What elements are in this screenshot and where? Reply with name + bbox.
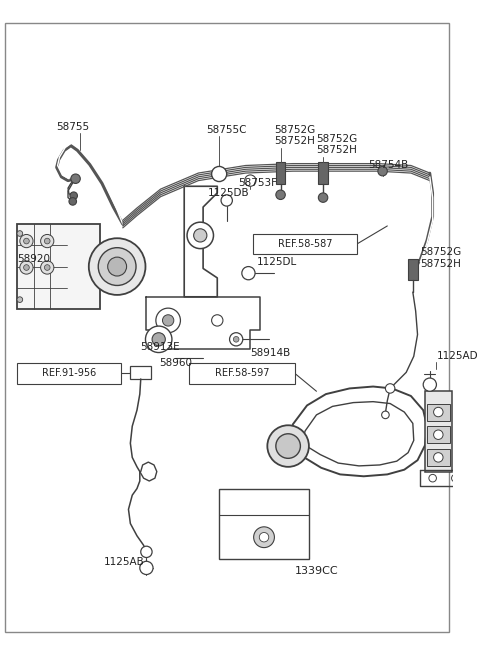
Bar	[318, 162, 328, 185]
Circle shape	[145, 326, 172, 352]
Text: 58755C: 58755C	[206, 124, 246, 134]
Bar	[253, 233, 357, 254]
Circle shape	[429, 474, 436, 482]
Text: 1339CC: 1339CC	[295, 566, 338, 576]
Circle shape	[212, 315, 223, 326]
Circle shape	[70, 192, 77, 200]
Bar	[189, 363, 295, 384]
Circle shape	[152, 333, 165, 346]
Circle shape	[20, 261, 33, 274]
Text: 58753F: 58753F	[238, 178, 277, 189]
Circle shape	[69, 198, 76, 205]
Circle shape	[24, 238, 29, 244]
Circle shape	[433, 407, 443, 417]
Circle shape	[253, 527, 275, 548]
Text: REF.91-956: REF.91-956	[42, 368, 96, 379]
Circle shape	[318, 193, 328, 202]
Circle shape	[433, 430, 443, 440]
Text: 58754B: 58754B	[369, 160, 408, 170]
Circle shape	[452, 474, 459, 482]
Text: 58752G: 58752G	[316, 134, 358, 144]
Bar	[131, 365, 151, 379]
Bar	[427, 426, 450, 443]
Text: 1125DL: 1125DL	[257, 257, 297, 267]
Text: REF.58-587: REF.58-587	[278, 239, 332, 249]
Circle shape	[44, 238, 50, 244]
Text: 58752H: 58752H	[420, 259, 461, 269]
Bar	[17, 224, 100, 309]
Circle shape	[89, 238, 145, 295]
Text: 1125AD: 1125AD	[436, 351, 478, 362]
Bar	[219, 489, 309, 559]
Circle shape	[41, 234, 54, 248]
Text: 58752H: 58752H	[274, 136, 315, 146]
Circle shape	[276, 434, 300, 458]
Circle shape	[17, 297, 23, 303]
Circle shape	[141, 546, 152, 557]
Circle shape	[423, 378, 436, 391]
Circle shape	[44, 265, 50, 271]
Circle shape	[276, 190, 285, 200]
Text: 58755: 58755	[57, 122, 90, 132]
Circle shape	[229, 333, 243, 346]
Bar	[408, 259, 418, 280]
Text: REF.58-597: REF.58-597	[215, 368, 269, 379]
Circle shape	[187, 222, 214, 249]
Circle shape	[71, 174, 80, 183]
Circle shape	[221, 195, 232, 206]
Circle shape	[385, 384, 395, 393]
Bar	[427, 403, 450, 421]
Circle shape	[98, 248, 136, 286]
Circle shape	[259, 533, 269, 542]
Circle shape	[433, 453, 443, 462]
Circle shape	[24, 265, 29, 271]
Bar	[427, 449, 450, 466]
Circle shape	[267, 425, 309, 467]
Circle shape	[140, 561, 153, 574]
Circle shape	[41, 261, 54, 274]
Circle shape	[382, 411, 389, 419]
Circle shape	[233, 337, 239, 342]
Bar	[98, 255, 117, 278]
Bar	[276, 162, 285, 185]
Text: 58960: 58960	[159, 358, 192, 368]
Circle shape	[245, 175, 256, 186]
Circle shape	[20, 234, 33, 248]
Circle shape	[163, 315, 174, 326]
Text: 1125DB: 1125DB	[208, 188, 250, 198]
Text: 58914B: 58914B	[251, 348, 290, 358]
Text: 1125AB: 1125AB	[104, 557, 144, 567]
Text: 58752H: 58752H	[316, 145, 357, 155]
Text: 58913E: 58913E	[140, 342, 180, 352]
Circle shape	[108, 257, 127, 276]
Bar	[17, 363, 121, 384]
Text: 58920: 58920	[17, 254, 50, 264]
Circle shape	[193, 229, 207, 242]
Circle shape	[378, 166, 387, 176]
Circle shape	[17, 231, 23, 236]
Bar	[425, 391, 452, 472]
Circle shape	[212, 166, 227, 181]
Text: 58752G: 58752G	[420, 248, 462, 257]
Circle shape	[242, 267, 255, 280]
Circle shape	[156, 308, 180, 333]
Text: 58752G: 58752G	[274, 124, 315, 134]
